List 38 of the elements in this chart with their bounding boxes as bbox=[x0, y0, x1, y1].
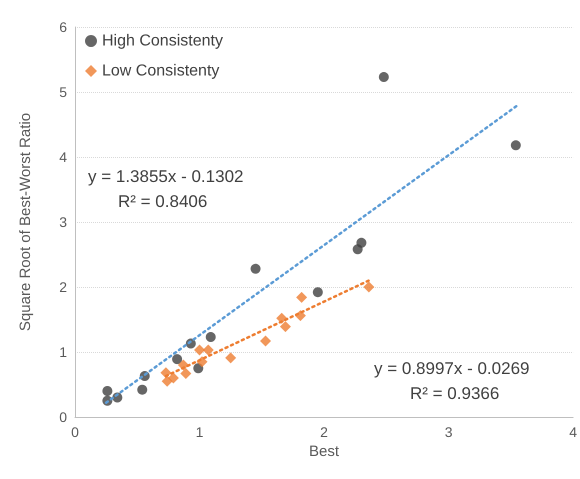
annotation: R² = 0.8406 bbox=[118, 192, 208, 211]
point bbox=[260, 335, 272, 346]
x-tick-label: 0 bbox=[71, 424, 80, 440]
x-tick-label: 2 bbox=[320, 424, 328, 440]
annotation: y = 1.3855x - 0.1302 bbox=[88, 167, 244, 186]
point bbox=[102, 386, 112, 396]
y-tick-label: 5 bbox=[59, 84, 68, 100]
annotation: y = 0.8997x - 0.0269 bbox=[374, 359, 530, 378]
x-tick-label: 3 bbox=[444, 424, 453, 440]
y-tick-label: 6 bbox=[59, 19, 68, 35]
y-tick-label: 2 bbox=[59, 279, 68, 295]
x-tick-label: 1 bbox=[196, 424, 204, 440]
x-tick-label: 4 bbox=[569, 424, 578, 440]
y-tick-label: 1 bbox=[59, 344, 68, 360]
point bbox=[137, 384, 148, 395]
y-tick-label: 3 bbox=[59, 214, 68, 230]
point bbox=[168, 372, 179, 384]
point bbox=[312, 287, 323, 298]
y-axis-title: Square Root of Best-Worst Ratio bbox=[17, 112, 34, 332]
point bbox=[180, 368, 192, 379]
point bbox=[202, 344, 214, 356]
x-axis-title: Best bbox=[309, 442, 340, 460]
point bbox=[378, 72, 389, 82]
point bbox=[356, 238, 366, 248]
point bbox=[225, 352, 236, 364]
point bbox=[296, 292, 308, 303]
point bbox=[250, 264, 261, 274]
legend-label: High Consistenty bbox=[102, 32, 223, 50]
legend-label: Low Consistenty bbox=[102, 62, 220, 80]
point bbox=[172, 354, 182, 364]
point bbox=[206, 332, 216, 342]
y-tick-label: 0 bbox=[59, 409, 68, 425]
annotation: R² = 0.9366 bbox=[410, 384, 500, 403]
point bbox=[194, 344, 206, 356]
point bbox=[363, 282, 374, 292]
point bbox=[280, 321, 291, 332]
y-tick-label: 4 bbox=[59, 149, 68, 165]
point bbox=[510, 140, 521, 150]
